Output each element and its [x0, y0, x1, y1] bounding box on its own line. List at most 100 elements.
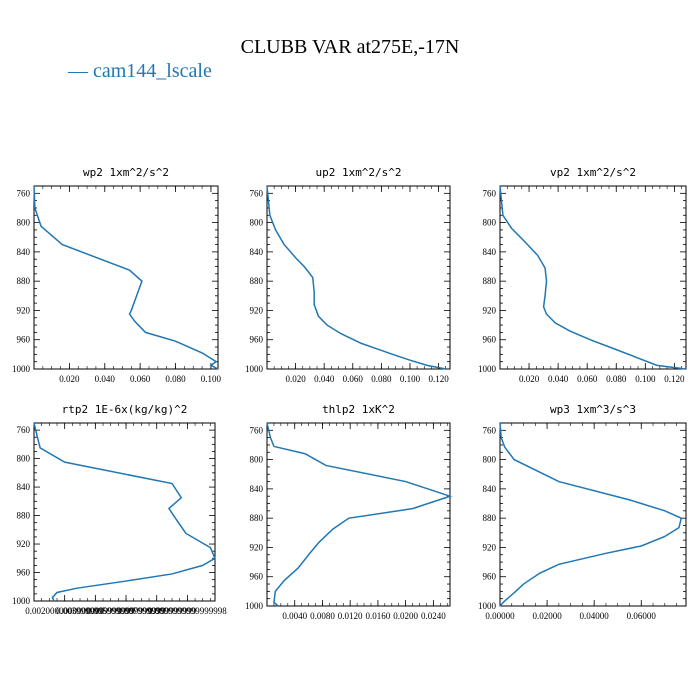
y-tick-label: 880	[483, 513, 497, 523]
series-line	[33, 185, 219, 370]
x-tick-label: 0.00000	[485, 611, 515, 621]
x-tick-label: 0.0099999999999998	[148, 606, 227, 616]
x-tick-label: 0.100	[635, 374, 656, 384]
y-tick-label: 800	[17, 454, 31, 464]
y-tick-label: 760	[17, 425, 31, 435]
y-tick-label: 920	[17, 305, 31, 315]
panel-4: rtp2 1E-6x(kg/kg)^2 760 800 840 880 920 960 100…	[12, 403, 227, 616]
x-tick-label: 0.0120	[338, 611, 363, 621]
panel-2: up2 1xm^2/s^2 760 800 840 880 920 960 1000 0.020…	[245, 166, 451, 384]
y-tick-label: 880	[250, 276, 264, 286]
x-tick-label: 0.080	[606, 374, 627, 384]
panel-title: rtp2 1E-6x(kg/kg)^2	[62, 403, 188, 416]
y-tick-label: 1000	[478, 364, 497, 374]
x-tick-label: 0.060	[130, 374, 151, 384]
panel-3: vp2 1xm^2/s^2 760 800 840 880 920 960 1000 0.020…	[478, 166, 687, 384]
y-tick-label: 760	[483, 188, 497, 198]
y-tick-label: 760	[250, 188, 264, 198]
y-tick-label: 840	[17, 482, 31, 492]
x-tick-label: 0.100	[400, 374, 421, 384]
x-tick-label: 0.060	[343, 374, 364, 384]
x-tick-label: 0.020	[59, 374, 80, 384]
x-tick-label: 0.0240	[421, 611, 446, 621]
panel-title: thlp2 1xK^2	[322, 403, 395, 416]
x-tick-label: 0.020	[285, 374, 306, 384]
plot-frame	[499, 185, 687, 370]
y-tick-label: 920	[483, 542, 497, 552]
y-tick-label: 880	[17, 511, 31, 521]
x-tick-label: 0.080	[165, 374, 186, 384]
x-tick-label: 0.06000	[627, 611, 657, 621]
x-tick-label: 0.040	[548, 374, 569, 384]
y-tick-label: 800	[483, 455, 497, 465]
x-tick-label: 0.080	[371, 374, 392, 384]
x-tick-label: 0.0020000000000000	[25, 606, 104, 616]
x-tick-label: 0.0160	[366, 611, 391, 621]
y-tick-label: 840	[17, 247, 31, 257]
legend-line-icon: —	[68, 60, 88, 82]
y-tick-label: 760	[17, 188, 31, 198]
y-tick-label: 960	[250, 335, 264, 345]
y-tick-label: 1000	[478, 601, 497, 611]
x-tick-label: 0.02000	[532, 611, 562, 621]
legend-label: cam144_lscale	[93, 60, 212, 82]
series-line	[266, 422, 453, 607]
y-tick-label: 960	[17, 335, 31, 345]
y-tick-label: 800	[250, 455, 264, 465]
x-tick-label: 0.100	[201, 374, 222, 384]
x-tick-label: 0.0080	[310, 611, 335, 621]
y-tick-label: 920	[483, 305, 497, 315]
x-tick-label: 0.040	[95, 374, 116, 384]
y-tick-label: 880	[17, 276, 31, 286]
x-tick-label: 0.0059999999999999	[87, 606, 166, 616]
x-tick-label: 0.0079999999999999	[117, 606, 196, 616]
y-tick-label: 920	[250, 542, 264, 552]
plot-frame	[266, 185, 451, 370]
y-tick-label: 840	[250, 484, 264, 494]
panel-title: wp3 1xm^3/s^3	[550, 403, 636, 416]
panel-title: up2 1xm^2/s^2	[315, 166, 401, 179]
panel-1: wp2 1xm^2/s^2 760 800 840 880 920 960 1000 0.020…	[12, 166, 222, 384]
figure-title: CLUBB VAR at275E,-17N	[240, 36, 460, 58]
y-tick-label: 1000	[12, 364, 31, 374]
panel-title: wp2 1xm^2/s^2	[83, 166, 169, 179]
legend-entry: — cam144_lscale	[68, 60, 212, 83]
x-tick-label: 0.020	[519, 374, 540, 384]
x-tick-label: 0.04000	[580, 611, 610, 621]
y-tick-label: 880	[483, 276, 497, 286]
y-tick-label: 960	[17, 568, 31, 578]
plot-frame	[33, 422, 216, 602]
y-tick-label: 1000	[12, 596, 31, 606]
y-tick-label: 760	[250, 425, 264, 435]
panel-title: vp2 1xm^2/s^2	[550, 166, 636, 179]
y-tick-label: 800	[17, 218, 31, 228]
y-tick-label: 880	[250, 513, 264, 523]
y-tick-label: 800	[250, 218, 264, 228]
plot-frame	[499, 422, 687, 607]
series-line	[33, 422, 216, 602]
y-tick-label: 840	[483, 247, 497, 257]
y-tick-label: 840	[483, 484, 497, 494]
x-tick-label: 0.0200	[393, 611, 418, 621]
x-tick-label: 0.120	[664, 374, 685, 384]
plot-frame	[266, 422, 451, 607]
series-line	[499, 185, 687, 370]
x-tick-label: 0.060	[577, 374, 598, 384]
y-tick-label: 1000	[245, 601, 264, 611]
x-tick-label: 0.0039999999999999	[56, 606, 135, 616]
x-tick-label: 0.040	[314, 374, 335, 384]
plot-frame	[33, 185, 219, 370]
y-tick-label: 920	[250, 305, 264, 315]
series-line	[266, 185, 446, 370]
y-tick-label: 960	[250, 572, 264, 582]
y-tick-label: 960	[483, 572, 497, 582]
x-tick-label: 0.120	[428, 374, 449, 384]
panel-6: wp3 1xm^3/s^3 760 800 840 880 920 960 10000.000…	[478, 403, 687, 621]
y-tick-label: 840	[250, 247, 264, 257]
y-tick-label: 920	[17, 539, 31, 549]
y-tick-label: 960	[483, 335, 497, 345]
x-tick-label: 0.0040	[282, 611, 307, 621]
